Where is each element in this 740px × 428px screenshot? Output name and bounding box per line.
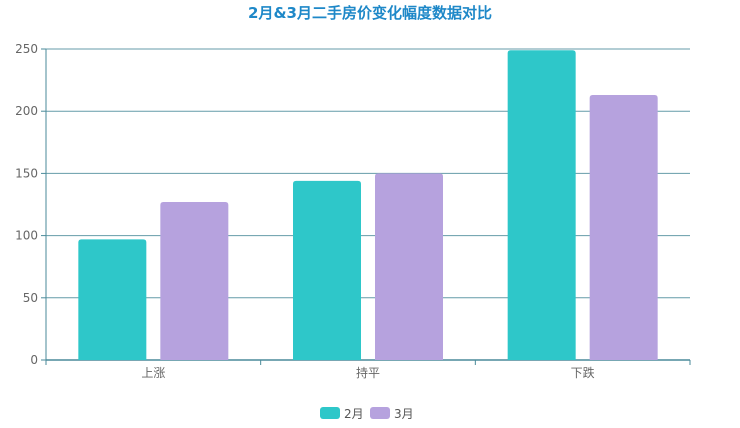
x-tick-label-0: 上涨 bbox=[141, 365, 165, 380]
y-tick-label-100: 100 bbox=[15, 229, 38, 243]
bar-2月-下跌 bbox=[507, 50, 576, 361]
legend-label-1: 3月 bbox=[394, 407, 414, 421]
y-tick-label-50: 50 bbox=[23, 291, 38, 305]
bar-2月-持平 bbox=[293, 180, 361, 360]
bar-2月-上涨 bbox=[78, 239, 147, 360]
axes: 0 50 100 150 200 250 上涨 持平 下跌 bbox=[15, 42, 691, 380]
y-tick-label-150: 150 bbox=[15, 166, 38, 180]
bar-3月-上涨 bbox=[160, 202, 229, 360]
y-tick-label-250: 250 bbox=[15, 42, 38, 56]
legend-item-1[interactable]: 3月 bbox=[370, 407, 414, 421]
legend-item-0[interactable]: 2月 bbox=[320, 407, 364, 421]
x-tick-label-1: 持平 bbox=[356, 365, 380, 380]
legend-swatch-1 bbox=[370, 407, 390, 419]
chart-title: 2月&3月二手房价变化幅度数据对比 bbox=[248, 4, 492, 22]
y-tick-label-200: 200 bbox=[15, 104, 38, 118]
legend[interactable]: 2月 3月 bbox=[320, 407, 414, 421]
grid-lines bbox=[46, 48, 690, 299]
legend-label-0: 2月 bbox=[344, 407, 364, 421]
y-tick-label-0: 0 bbox=[30, 353, 38, 367]
x-tick-label-2: 下跌 bbox=[571, 365, 595, 380]
bar-3月-持平 bbox=[375, 173, 443, 360]
legend-swatch-0 bbox=[320, 407, 340, 419]
bars bbox=[78, 50, 658, 361]
bar-3月-下跌 bbox=[589, 95, 658, 360]
